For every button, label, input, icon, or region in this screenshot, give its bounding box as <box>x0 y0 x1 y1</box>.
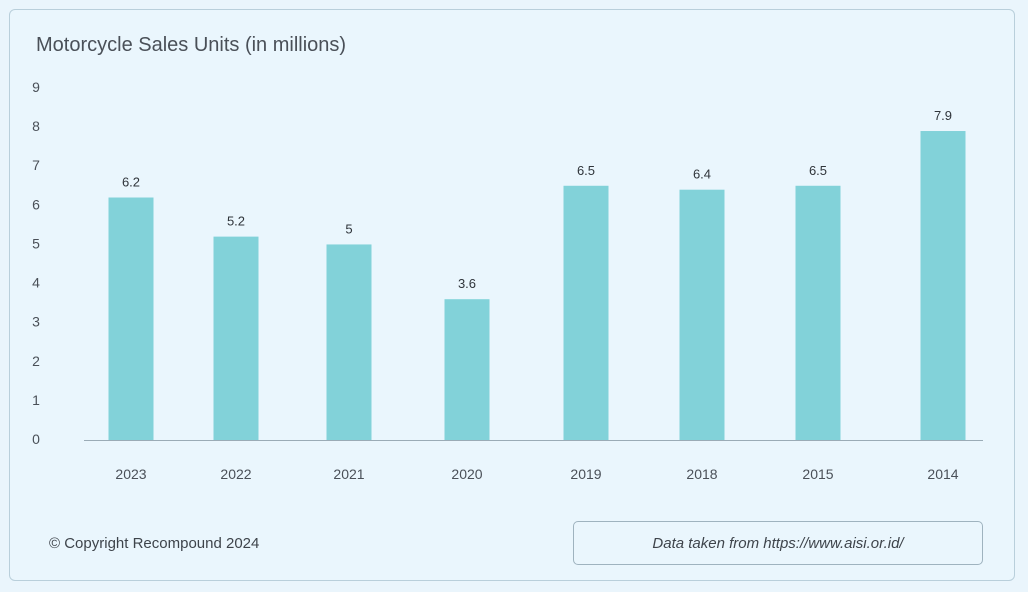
data-label: 6.2 <box>122 175 140 190</box>
y-tick-label: 2 <box>32 353 40 369</box>
x-tick-label: 2020 <box>451 466 482 482</box>
data-label: 6.5 <box>577 163 595 178</box>
bar <box>108 197 154 440</box>
y-tick-label: 6 <box>32 196 40 212</box>
source-note: Data taken from https://www.aisi.or.id/ <box>573 521 983 565</box>
x-tick-label: 2018 <box>686 466 717 482</box>
chart-card <box>9 9 1015 581</box>
bar <box>326 244 372 440</box>
bar <box>795 185 841 440</box>
x-tick-label: 2023 <box>115 466 146 482</box>
y-tick-label: 1 <box>32 392 40 408</box>
x-tick-label: 2022 <box>220 466 251 482</box>
bar <box>563 185 609 440</box>
x-tick-label: 2019 <box>570 466 601 482</box>
y-tick-label: 8 <box>32 118 40 134</box>
chart-title: Motorcycle Sales Units (in millions) <box>36 34 347 56</box>
data-label: 6.5 <box>809 163 827 178</box>
data-label: 5.2 <box>227 214 245 229</box>
y-tick-label: 7 <box>32 157 40 173</box>
x-tick-label: 2014 <box>927 466 958 482</box>
data-label: 3.6 <box>458 276 476 291</box>
y-tick-label: 5 <box>32 235 40 251</box>
bar <box>679 189 725 440</box>
y-tick-label: 4 <box>32 275 40 291</box>
data-label: 6.4 <box>693 167 711 182</box>
y-tick-label: 0 <box>32 431 40 447</box>
bar <box>213 236 259 440</box>
data-label: 5 <box>345 221 352 236</box>
data-label: 7.9 <box>934 108 952 123</box>
copyright-text: © Copyright Recompound 2024 <box>49 535 260 552</box>
y-tick-label: 9 <box>32 79 40 95</box>
bar <box>444 299 490 440</box>
x-tick-label: 2021 <box>333 466 364 482</box>
bar <box>920 131 966 440</box>
source-text: Data taken from https://www.aisi.or.id/ <box>652 534 904 552</box>
x-tick-label: 2015 <box>802 466 833 482</box>
y-tick-label: 3 <box>32 314 40 330</box>
